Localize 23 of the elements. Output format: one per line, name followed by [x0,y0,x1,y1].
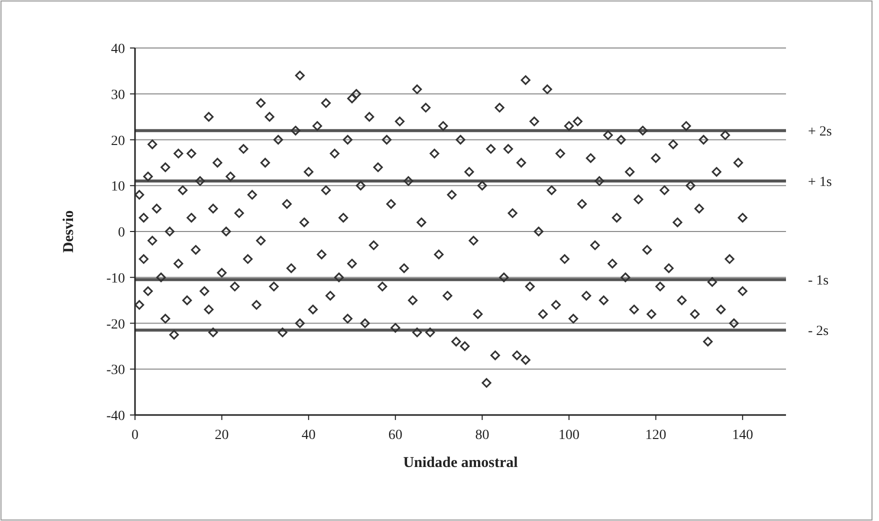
x-tick-label: 0 [132,428,138,443]
x-tick-label: 40 [302,428,316,443]
y-axis-title: Desvio [61,210,77,253]
x-tick-label: 140 [732,428,754,443]
y-tick-label: 10 [111,180,125,195]
x-tick-label: 20 [214,428,229,443]
y-tick-label: 0 [118,226,125,240]
y-tick-label: -20 [106,317,125,332]
ref-line-label: + 2s [808,124,832,140]
y-tick-label: -30 [106,363,125,378]
x-axis-title: Unidade amostral [403,455,518,471]
x-tick-label: 100 [558,428,580,443]
x-tick-label: 80 [475,428,490,443]
ref-line-label: - 1s [808,274,829,289]
ref-line-label: - 2s [808,324,829,340]
y-tick-label: -40 [106,409,125,424]
y-tick-label: 30 [111,88,125,103]
y-tick-label: 20 [111,134,125,149]
x-tick-label: 120 [645,428,666,443]
y-tick-label: -10 [106,271,125,286]
x-tick-label: 60 [388,428,402,443]
ref-line-label: + 1s [808,175,832,190]
y-tick-label: 40 [111,42,125,57]
